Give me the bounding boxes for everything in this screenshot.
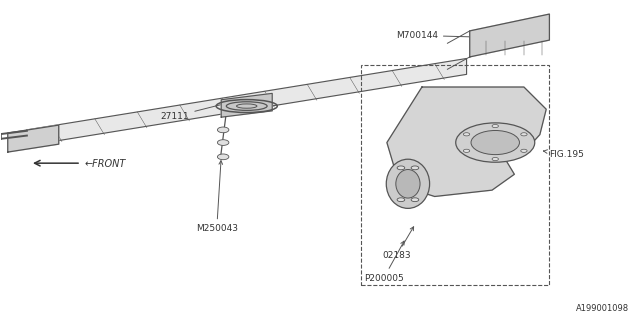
Polygon shape	[27, 59, 467, 146]
Polygon shape	[387, 87, 546, 196]
Text: M700144: M700144	[396, 31, 504, 40]
Circle shape	[456, 123, 535, 162]
Circle shape	[471, 131, 520, 155]
Circle shape	[397, 166, 404, 170]
Circle shape	[397, 198, 404, 202]
Circle shape	[492, 124, 499, 128]
Polygon shape	[8, 125, 59, 152]
Ellipse shape	[396, 170, 420, 198]
Circle shape	[411, 166, 419, 170]
Polygon shape	[221, 93, 272, 117]
Text: FIG.195: FIG.195	[543, 150, 584, 159]
Circle shape	[463, 133, 470, 136]
Circle shape	[411, 198, 419, 202]
Text: 27111: 27111	[161, 98, 243, 121]
Text: 02183: 02183	[382, 227, 413, 260]
Circle shape	[218, 154, 229, 160]
Bar	[362, 65, 549, 285]
Circle shape	[463, 149, 470, 152]
Circle shape	[521, 149, 527, 152]
Text: ←FRONT: ←FRONT	[84, 159, 125, 169]
Polygon shape	[470, 14, 549, 57]
Text: M250043: M250043	[196, 161, 237, 233]
Text: A199001098: A199001098	[576, 304, 629, 313]
Ellipse shape	[387, 159, 429, 208]
Circle shape	[218, 140, 229, 145]
Circle shape	[521, 133, 527, 136]
Text: P200005: P200005	[364, 241, 404, 283]
Circle shape	[218, 127, 229, 133]
Circle shape	[492, 157, 499, 161]
